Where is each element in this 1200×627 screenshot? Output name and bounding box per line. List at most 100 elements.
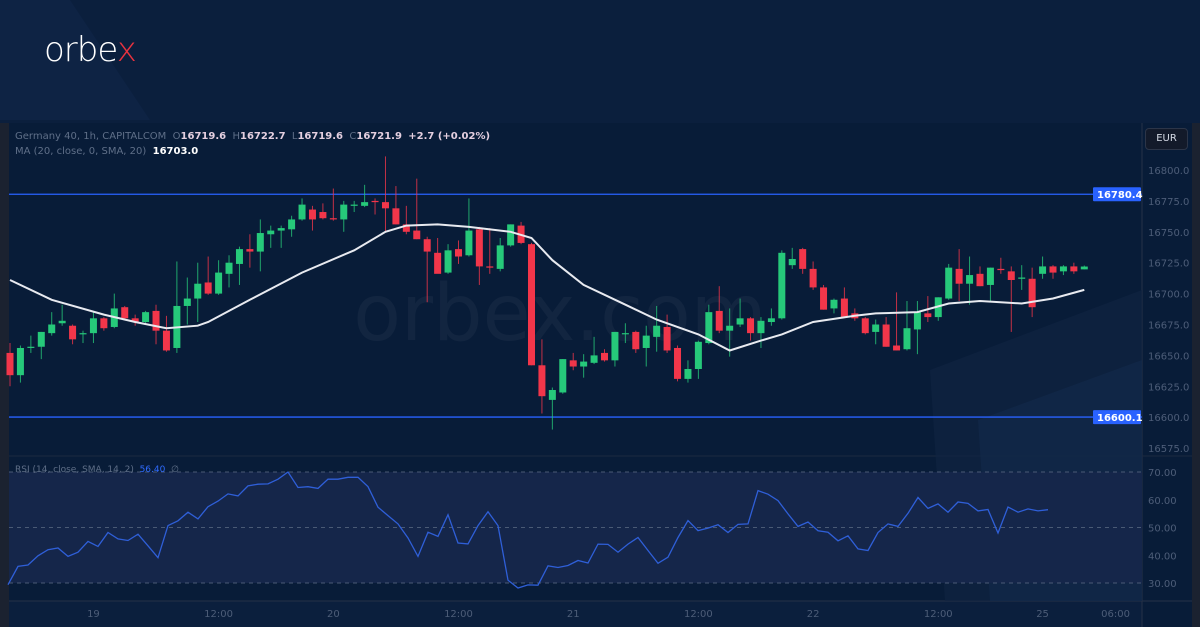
candle [162,315,170,352]
candle-body [621,333,629,335]
price-tick-label: 16650.0 [1148,351,1189,362]
candle [538,339,546,414]
candle-body [569,360,577,367]
rsi-tick-label: 50.00 [1148,524,1177,535]
candle-body [642,335,650,348]
candle-body [788,258,796,266]
orbex-logo: orbex [44,30,137,70]
candle [361,184,369,208]
candle-body [913,312,921,330]
candle-body [89,318,97,334]
level-price-label: 16780.4 [1097,190,1143,201]
candle [986,267,994,303]
rsi-label: RSI (14, close, SMA, 14, 2) [15,465,134,475]
candle [601,349,609,362]
watermark: orbex.com [353,269,766,359]
candle-body [1039,266,1047,274]
candle-body [840,298,848,318]
ma-label: MA (20, close, 0, SMA, 20) [15,146,147,157]
candle [392,186,400,225]
time-tick-label: 19 [87,609,100,620]
candle [225,255,233,288]
candle-body [48,324,56,334]
candle [861,317,869,335]
candle-body [653,325,661,337]
candle [256,219,264,272]
candle [872,319,880,345]
candle-body [225,262,233,274]
candle [1018,265,1026,290]
candle-body [475,229,483,267]
rsi-legend[interactable]: RSI (14, close, SMA, 14, 2) 56.40 ∅ [15,465,179,475]
candle [820,284,828,310]
symbol-name: Germany 40, 1h, CAPITALCOM [15,131,167,142]
level-price-label: 16600.1 [1097,413,1143,424]
candle-body [715,310,723,331]
candle-body [152,310,160,331]
candle-body [632,331,640,350]
candle [632,330,640,353]
candle [757,317,765,348]
open-label: O [172,131,181,142]
high-value: 16722.7 [239,131,286,142]
candle-body [997,268,1005,271]
candle-body [986,267,994,285]
candle-body [215,272,223,294]
left-border [0,123,9,627]
symbol-legend[interactable]: Germany 40, 1h, CAPITALCOM O16719.6 H167… [15,131,490,142]
candle [840,287,848,318]
candle-body [966,275,974,284]
candle-body [820,287,828,310]
candle [6,343,14,387]
candle-body [16,347,24,376]
rsi-tick-label: 40.00 [1148,551,1177,562]
candle-body [726,325,734,331]
candle [444,244,452,274]
candle [37,331,45,360]
candle-body [1059,266,1067,272]
candle-body [945,267,953,299]
currency-button[interactable]: EUR [1145,128,1188,150]
candle [507,224,515,247]
candle [277,225,285,248]
candle-body [423,239,431,252]
candle-body [747,318,755,334]
candle [371,198,379,215]
candle [788,247,796,269]
price-axis-pane[interactable] [1142,123,1192,627]
candle-body [601,352,609,361]
candle-body [162,330,170,351]
candle [976,266,984,287]
candle-body [778,252,786,319]
ma-line [9,223,1085,352]
candle-body [361,202,369,206]
candle-body [872,324,880,332]
candle-body [799,249,807,269]
candle [413,178,421,240]
low-value: 16719.6 [297,131,344,142]
candle [475,226,483,285]
candle-body [882,324,890,347]
candle [767,308,775,326]
candle-body [684,368,692,379]
candle [1059,265,1067,276]
time-tick-label: 22 [807,609,820,620]
candle-body [590,355,598,363]
candle [715,286,723,334]
candle [27,335,35,353]
price-tick-label: 16800.0 [1148,166,1189,177]
candle [903,301,911,351]
right-border [1192,123,1200,627]
candle-body [454,249,462,257]
time-tick-label: 25 [1036,609,1049,620]
candle [308,205,316,231]
candle [496,237,504,272]
candle [913,301,921,355]
candle [705,304,713,345]
candle [653,305,661,352]
candle [893,292,901,351]
logo-accent: x [116,30,137,70]
ma-legend[interactable]: MA (20, close, 0, SMA, 20) 16703.0 [15,146,198,157]
time-tick-label: 12:00 [684,609,713,620]
